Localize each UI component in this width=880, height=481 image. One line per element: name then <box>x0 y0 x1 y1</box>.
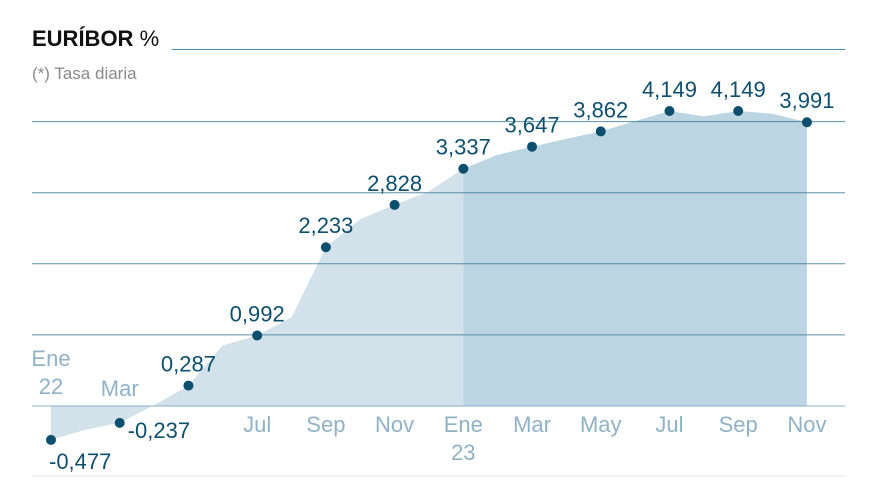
data-point <box>527 141 538 152</box>
data-point <box>733 106 744 117</box>
data-label: 2,828 <box>367 171 422 196</box>
chart-subtitle: (*) Tasa diaria <box>32 64 137 83</box>
data-point <box>801 117 812 128</box>
data-point <box>183 380 194 391</box>
data-label: 4,149 <box>642 77 697 102</box>
data-point <box>114 417 125 428</box>
data-point <box>458 163 469 174</box>
data-point <box>320 242 331 253</box>
chart-title-main: EURÍBOR <box>32 26 134 51</box>
data-label: 0,992 <box>230 301 285 326</box>
data-point <box>389 199 400 210</box>
area-2022 <box>51 168 464 440</box>
data-label: 0,287 <box>161 352 216 377</box>
data-label: 3,337 <box>436 135 491 160</box>
data-label: -0,237 <box>128 418 190 443</box>
x-tick-label: Nov <box>375 412 414 437</box>
x-tick-label-line2: 23 <box>451 440 475 465</box>
x-tick-label-line2: 22 <box>39 374 63 399</box>
x-tick-label: Ene <box>444 412 483 437</box>
x-tick-label: Jul <box>243 412 271 437</box>
x-tick-label: Mar <box>101 376 139 401</box>
x-tick-label: Nov <box>787 412 826 437</box>
data-label: 3,991 <box>779 88 834 113</box>
data-label: 4,149 <box>711 77 766 102</box>
data-point <box>46 434 56 445</box>
chart-title: EURÍBOR % <box>32 26 159 52</box>
x-tick-label: Ene <box>31 346 70 371</box>
x-tick-label: May <box>580 412 622 437</box>
data-label: 3,647 <box>505 113 560 138</box>
data-point <box>595 126 606 137</box>
x-tick-label: Jul <box>655 412 683 437</box>
data-label: 2,233 <box>298 213 353 238</box>
x-tick-label: Sep <box>306 412 345 437</box>
data-point <box>252 330 263 341</box>
data-point <box>664 106 675 117</box>
data-label: -0,477 <box>49 449 111 474</box>
x-tick-label: Mar <box>513 412 551 437</box>
x-tick-label: Sep <box>719 412 758 437</box>
chart-title-unit: % <box>139 26 160 51</box>
data-label: 3,862 <box>573 97 628 122</box>
area-2023 <box>463 111 807 406</box>
